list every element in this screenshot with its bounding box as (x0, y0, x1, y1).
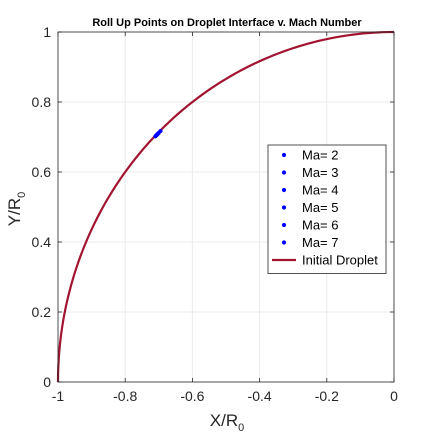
legend-label: Ma= 4 (302, 183, 339, 198)
legend-marker (281, 222, 287, 228)
y-tick-label: 0.4 (32, 234, 52, 250)
legend-label: Ma= 2 (302, 148, 339, 163)
x-tick-label: 0 (390, 388, 398, 404)
legend-label: Ma= 6 (302, 218, 339, 233)
x-tick-label: -1 (52, 388, 65, 404)
legend-marker (281, 205, 287, 210)
y-axis-label: Y/R0 (5, 192, 28, 226)
x-tick-label: -0.6 (180, 388, 204, 404)
x-tick-label: -0.4 (248, 388, 272, 404)
data-point (153, 134, 158, 139)
y-tick-label: 1 (43, 24, 51, 40)
legend-marker (281, 187, 287, 193)
legend-label: Initial Droplet (302, 253, 378, 268)
y-tick-label: 0.2 (32, 304, 52, 320)
x-tick-label: -0.8 (113, 388, 137, 404)
axis-ticks: -1 -0.8 -0.6 -0.4 -0.2 0 0 0.2 0.4 0.6 0.8 1 (32, 24, 399, 404)
x-axis-label: X/R0 (210, 411, 244, 434)
plot-area (57, 31, 395, 383)
x-tick-label: -0.2 (315, 388, 339, 404)
legend-marker (281, 170, 287, 175)
legend-label: Ma= 7 (302, 235, 339, 250)
y-tick-label: 0.8 (32, 94, 52, 110)
legend-label: Ma= 5 (302, 200, 339, 215)
plot-data (56, 30, 395, 383)
legend-box (267, 144, 387, 274)
y-tick-label: 0.6 (32, 164, 52, 180)
legend: Ma= 2 Ma= 3 Ma= 4 Ma= 5 Ma= 6 Ma= 7 Initial Dr… (267, 144, 387, 274)
legend-marker (281, 240, 287, 245)
y-tick-label: 0 (43, 374, 51, 390)
chart-title: Roll Up Points on Droplet Interface v. M… (92, 17, 362, 29)
legend-marker (281, 152, 287, 158)
legend-label: Ma= 3 (302, 165, 339, 180)
